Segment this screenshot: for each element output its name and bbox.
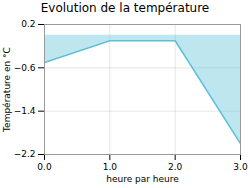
svg-text:Température en °C: Température en °C: [2, 47, 12, 133]
svg-text:0.2: 0.2: [21, 19, 35, 29]
svg-text:1.0: 1.0: [103, 162, 118, 172]
svg-text:−2.2: −2.2: [14, 149, 36, 159]
svg-text:0.0: 0.0: [37, 162, 52, 172]
html-text:Evolution de la température: Evolution de la température: [40, 1, 210, 15]
svg-text:−1.4: −1.4: [14, 106, 36, 116]
svg-text:heure par heure: heure par heure: [106, 174, 179, 184]
svg-text:−0.6: −0.6: [14, 63, 36, 73]
svg-text:3.0: 3.0: [233, 162, 248, 172]
svg-text:2.0: 2.0: [168, 162, 183, 172]
